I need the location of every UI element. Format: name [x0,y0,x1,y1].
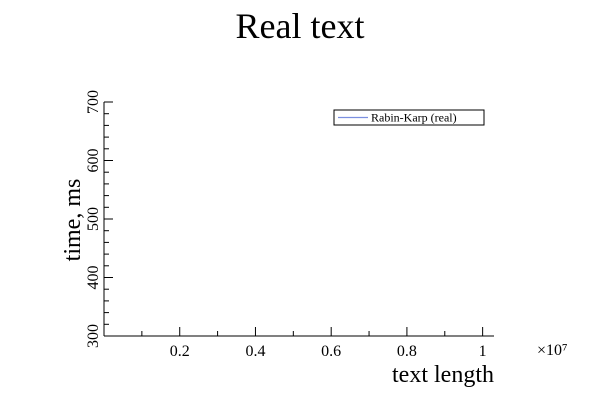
legend-box [333,109,485,126]
y-tick-label: 700 [85,90,102,114]
x-tick-label: 0.4 [245,343,265,360]
y-tick-label: 600 [85,149,102,173]
y-tick-label: 300 [85,324,102,348]
legend-label: Rabin-Karp (real) [371,111,457,125]
y-tick-label: 400 [85,266,102,290]
x-axis-label: text length [392,362,494,388]
x-tick-label: 0.2 [170,343,190,360]
x-tick-label: 0.8 [397,343,417,360]
ticks: 0.2 0.4 0.6 0.8 1 300 400 500 600 700 [85,90,487,360]
legend: Rabin-Karp (real) [333,109,485,126]
x-tick-label: 1 [479,343,487,360]
y-axis-label: time, ms [60,179,86,262]
x-axis-multiplier: ×10⁷ [537,342,568,359]
chart-title: Real text [236,6,365,46]
axes [103,102,494,337]
y-tick-label: 500 [85,207,102,231]
x-tick-label: 0.6 [321,343,341,360]
